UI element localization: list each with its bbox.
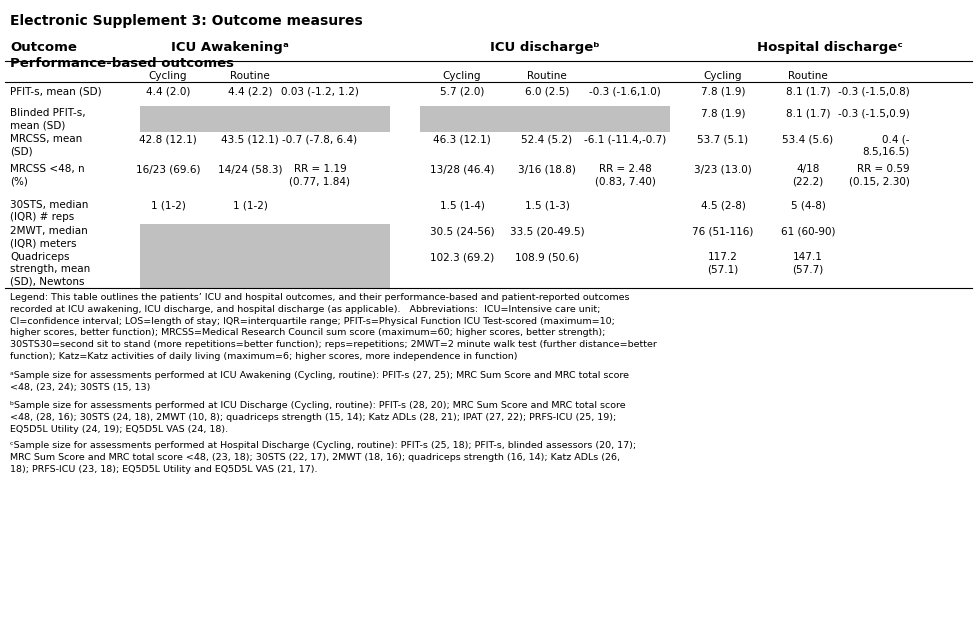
Text: 0.4 (-
8.5,16.5): 0.4 (- 8.5,16.5) — [863, 134, 910, 157]
Text: 1 (1-2): 1 (1-2) — [233, 200, 268, 210]
Text: MRCSS <48, n
(%): MRCSS <48, n (%) — [10, 164, 85, 186]
Text: 8.1 (1.7): 8.1 (1.7) — [786, 108, 830, 118]
Text: 53.7 (5.1): 53.7 (5.1) — [698, 134, 748, 144]
Text: -0.7 (-7.8, 6.4): -0.7 (-7.8, 6.4) — [282, 134, 358, 144]
Text: Cycling: Cycling — [703, 71, 743, 81]
Text: Cycling: Cycling — [149, 71, 188, 81]
Text: Outcome: Outcome — [10, 41, 77, 54]
Text: 4.4 (2.0): 4.4 (2.0) — [146, 86, 191, 96]
Text: 13/28 (46.4): 13/28 (46.4) — [430, 164, 494, 174]
Text: 5 (4-8): 5 (4-8) — [790, 200, 826, 210]
Text: 4.4 (2.2): 4.4 (2.2) — [228, 86, 273, 96]
Text: 117.2
(57.1): 117.2 (57.1) — [707, 252, 739, 274]
Text: 4/18
(22.2): 4/18 (22.2) — [792, 164, 824, 186]
Text: RR = 1.19
(0.77, 1.84): RR = 1.19 (0.77, 1.84) — [289, 164, 351, 186]
Text: 8.1 (1.7): 8.1 (1.7) — [786, 86, 830, 96]
Text: 76 (51-116): 76 (51-116) — [693, 226, 753, 236]
Text: Quadriceps
strength, mean
(SD), Newtons: Quadriceps strength, mean (SD), Newtons — [10, 252, 90, 287]
Text: ᶜSample size for assessments performed at Hospital Discharge (Cycling, routine):: ᶜSample size for assessments performed a… — [10, 441, 636, 474]
Bar — [420, 106, 670, 132]
Text: Cycling: Cycling — [443, 71, 482, 81]
Text: Routine: Routine — [231, 71, 270, 81]
Text: 0.03 (-1.2, 1.2): 0.03 (-1.2, 1.2) — [281, 86, 359, 96]
Text: ᵃSample size for assessments performed at ICU Awakening (Cycling, routine): PFIT: ᵃSample size for assessments performed a… — [10, 371, 629, 392]
Text: 108.9 (50.6): 108.9 (50.6) — [515, 252, 579, 262]
Text: 7.8 (1.9): 7.8 (1.9) — [701, 86, 745, 96]
Text: 42.8 (12.1): 42.8 (12.1) — [139, 134, 197, 144]
Text: 16/23 (69.6): 16/23 (69.6) — [136, 164, 200, 174]
Text: 43.5 (12.1): 43.5 (12.1) — [221, 134, 278, 144]
Text: Performance-based outcomes: Performance-based outcomes — [10, 57, 234, 70]
Text: 14/24 (58.3): 14/24 (58.3) — [218, 164, 282, 174]
Text: 102.3 (69.2): 102.3 (69.2) — [430, 252, 494, 262]
Text: Routine: Routine — [528, 71, 567, 81]
Bar — [140, 250, 390, 288]
Text: 3/16 (18.8): 3/16 (18.8) — [518, 164, 575, 174]
Text: -0.3 (-1.6,1.0): -0.3 (-1.6,1.0) — [589, 86, 660, 96]
Text: RR = 2.48
(0.83, 7.40): RR = 2.48 (0.83, 7.40) — [595, 164, 656, 186]
Text: 30.5 (24-56): 30.5 (24-56) — [430, 226, 494, 236]
Text: PFIT-s, mean (SD): PFIT-s, mean (SD) — [10, 86, 102, 96]
Text: 1.5 (1-4): 1.5 (1-4) — [440, 200, 485, 210]
Text: 3/23 (13.0): 3/23 (13.0) — [694, 164, 752, 174]
Text: Electronic Supplement 3: Outcome measures: Electronic Supplement 3: Outcome measure… — [10, 14, 362, 28]
Text: Legend: This table outlines the patients’ ICU and hospital outcomes, and their p: Legend: This table outlines the patients… — [10, 293, 657, 361]
Text: 33.5 (20-49.5): 33.5 (20-49.5) — [510, 226, 584, 236]
Bar — [140, 106, 390, 132]
Text: ᵇSample size for assessments performed at ICU Discharge (Cycling, routine): PFIT: ᵇSample size for assessments performed a… — [10, 401, 625, 433]
Text: 52.4 (5.2): 52.4 (5.2) — [522, 134, 573, 144]
Text: 7.8 (1.9): 7.8 (1.9) — [701, 108, 745, 118]
Text: Blinded PFIT-s,
mean (SD): Blinded PFIT-s, mean (SD) — [10, 108, 86, 131]
Text: Routine: Routine — [788, 71, 828, 81]
Text: 147.1
(57.7): 147.1 (57.7) — [792, 252, 824, 274]
Text: -0.3 (-1.5,0.9): -0.3 (-1.5,0.9) — [838, 108, 910, 118]
Text: 1.5 (1-3): 1.5 (1-3) — [525, 200, 570, 210]
Text: 4.5 (2-8): 4.5 (2-8) — [701, 200, 745, 210]
Text: RR = 0.59
(0.15, 2.30): RR = 0.59 (0.15, 2.30) — [849, 164, 910, 186]
Text: 1 (1-2): 1 (1-2) — [150, 200, 186, 210]
Text: Hospital dischargeᶜ: Hospital dischargeᶜ — [757, 41, 903, 54]
Text: 53.4 (5.6): 53.4 (5.6) — [783, 134, 833, 144]
Text: 5.7 (2.0): 5.7 (2.0) — [440, 86, 485, 96]
Text: -6.1 (-11.4,-0.7): -6.1 (-11.4,-0.7) — [584, 134, 666, 144]
Text: ICU Awakeningᵃ: ICU Awakeningᵃ — [171, 41, 289, 54]
Bar — [140, 224, 390, 250]
Text: ICU dischargeᵇ: ICU dischargeᵇ — [490, 41, 600, 54]
Text: -0.3 (-1.5,0.8): -0.3 (-1.5,0.8) — [838, 86, 910, 96]
Text: 2MWT, median
(IQR) meters: 2MWT, median (IQR) meters — [10, 226, 88, 248]
Text: MRCSS, mean
(SD): MRCSS, mean (SD) — [10, 134, 82, 157]
Text: 46.3 (12.1): 46.3 (12.1) — [433, 134, 490, 144]
Text: 6.0 (2.5): 6.0 (2.5) — [525, 86, 570, 96]
Text: 61 (60-90): 61 (60-90) — [781, 226, 835, 236]
Text: 30STS, median
(IQR) # reps: 30STS, median (IQR) # reps — [10, 200, 88, 222]
